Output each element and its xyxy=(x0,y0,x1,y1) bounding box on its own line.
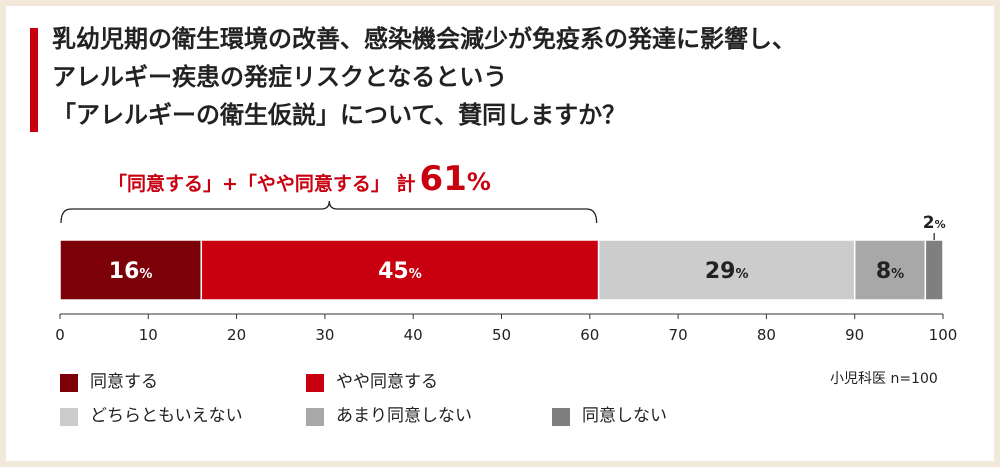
bar-segment-1 xyxy=(59,239,203,301)
x-tick-label-100: 100 xyxy=(929,326,958,344)
x-tick-label-30: 30 xyxy=(315,326,334,344)
question-title-line-3: 「アレルギーの衛生仮説」について、賛同しますか？ xyxy=(52,101,627,129)
x-tick-label-60: 60 xyxy=(580,326,599,344)
x-tick-label-80: 80 xyxy=(757,326,776,344)
x-tick-label-50: 50 xyxy=(492,326,511,344)
bracket-group-agree xyxy=(60,200,598,224)
x-tick-label-10: 10 xyxy=(139,326,158,344)
x-tick-label-0: 0 xyxy=(55,326,65,344)
data-label-3: 29% xyxy=(705,259,749,284)
question-title-line-2: アレルギー疾患の発症リスクとなるという xyxy=(52,63,508,91)
x-tick-label-70: 70 xyxy=(669,326,688,344)
annotation-total-agree: 「同意する」+「やや同意する」 計 61% xyxy=(108,159,491,199)
question-title-line-1: 乳幼児期の衛生環境の改善、感染機会減少が免疫系の発達に影響し、 xyxy=(52,25,796,53)
x-tick-label-20: 20 xyxy=(227,326,246,344)
data-label-5: 2% xyxy=(923,213,946,233)
data-label-2: 45% xyxy=(378,259,422,284)
bar-segment-5 xyxy=(924,239,944,301)
x-tick-label-40: 40 xyxy=(404,326,423,344)
data-label-4: 8% xyxy=(876,259,904,284)
title-accent-bar xyxy=(30,28,38,132)
chart-panel xyxy=(6,6,994,461)
data-label-1: 16% xyxy=(109,259,153,284)
x-tick-label-90: 90 xyxy=(845,326,864,344)
source-note: 小児科医 n=100 xyxy=(830,371,938,387)
